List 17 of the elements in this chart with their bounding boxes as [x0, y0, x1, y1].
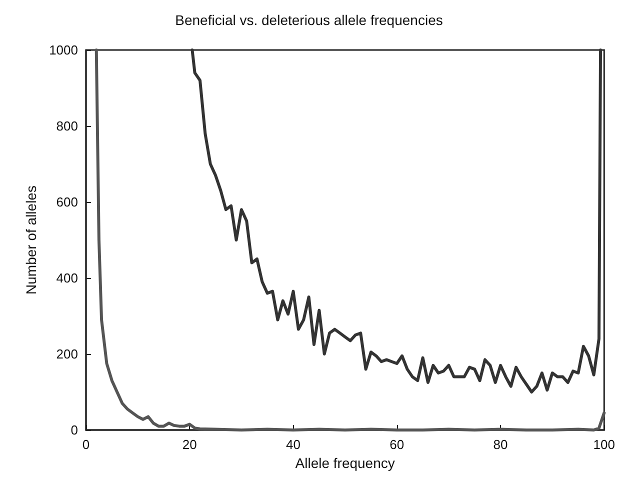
- x-tick-label: 0: [82, 437, 90, 452]
- y-tick-label: 400: [56, 270, 78, 286]
- y-axis-title: Number of alleles: [23, 186, 39, 294]
- y-tick-label: 600: [56, 194, 78, 210]
- y-tick-label: 0: [70, 422, 78, 438]
- x-tick-label: 40: [286, 437, 300, 452]
- y-tick-label: 1000: [49, 42, 78, 58]
- x-tick-label: 60: [390, 437, 404, 452]
- x-tick-label: 20: [182, 437, 197, 452]
- y-tick-label: 800: [56, 118, 78, 134]
- x-tick-label: 100: [593, 437, 616, 452]
- line-series: [190, 48, 602, 394]
- x-axis-title: Allele frequency: [295, 454, 395, 471]
- y-tick-label: 200: [56, 346, 78, 362]
- x-tick-label: 80: [493, 437, 508, 452]
- chart-title: Beneficial vs. deleterious allele frequencies: [175, 12, 443, 28]
- line-series: [94, 48, 606, 432]
